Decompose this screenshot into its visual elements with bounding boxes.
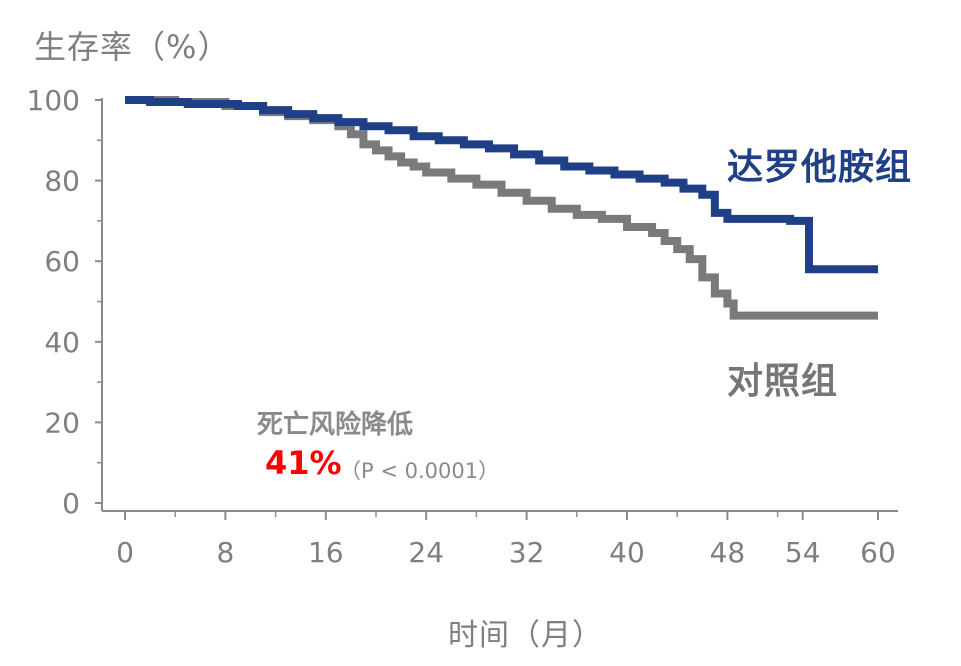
x-axis-title: 时间（月） [448,618,603,653]
y-tick-label: 20 [44,406,80,439]
y-tick-label: 0 [62,487,80,520]
series-line-darolutamide [125,96,878,274]
x-tick-label: 54 [785,536,821,569]
annotation-title: 死亡风险降低 [257,410,414,440]
x-tick-label: 16 [308,536,344,569]
annotation-p-value: （P < 0.0001） [340,459,500,483]
x-tick-label: 32 [509,536,545,569]
x-tick-group: 0 8 16 24 32 40 48 54 60 [116,511,896,569]
series-line-control [125,96,878,320]
x-tick-label: 0 [116,536,134,569]
x-tick-label: 8 [216,536,234,569]
x-tick-label: 60 [860,536,896,569]
x-tick-label: 48 [710,536,746,569]
y-tick-label: 40 [44,326,80,359]
x-tick-label: 24 [408,536,444,569]
annotation-value: 41% [265,444,342,482]
series-layer [125,96,878,320]
series-label-control: 对照组 [727,361,839,402]
y-tick-label: 80 [44,165,80,198]
y-axis [101,98,898,512]
y-tick-label: 60 [44,245,80,278]
x-tick-label: 40 [609,536,645,569]
y-axis-title: 生存率（%） [34,28,231,66]
y-tick-group: 0 20 40 60 80 100 [27,84,102,520]
y-tick-label: 100 [27,84,80,117]
series-label-darolutamide: 达罗他胺组 [727,147,913,188]
